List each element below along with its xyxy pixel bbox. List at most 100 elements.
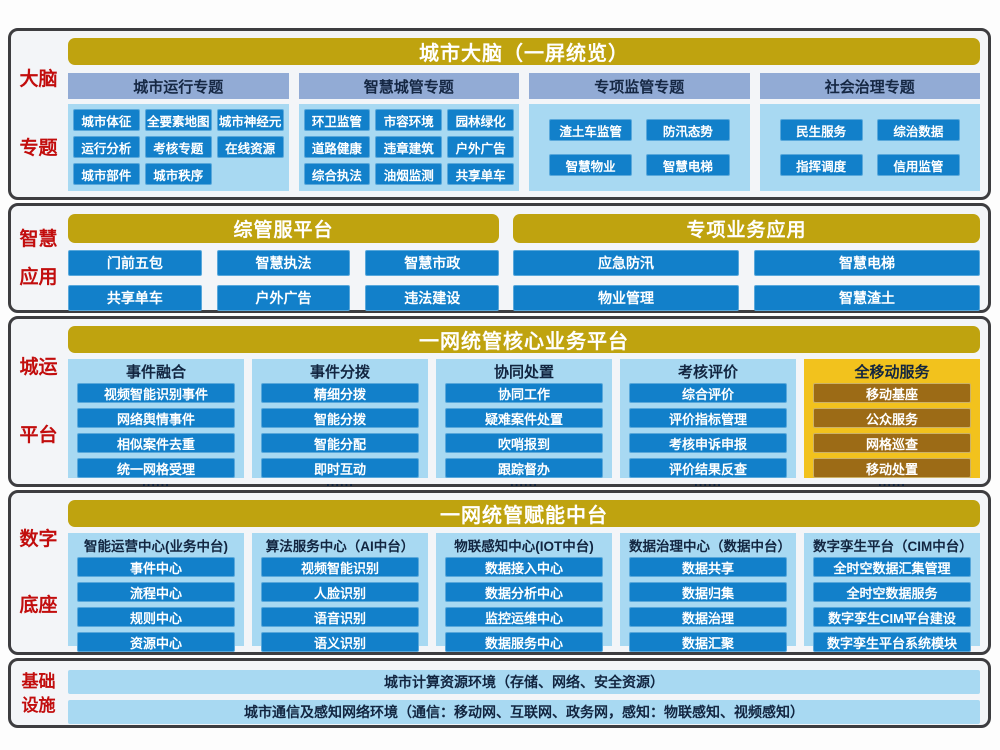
- module-chip: 评价结果反查: [629, 458, 787, 478]
- pcol-header: 物联感知中心(IOT中台): [454, 539, 594, 554]
- ellipsis-dots: ......: [142, 474, 170, 489]
- module-chip: 智慧渣土: [754, 285, 980, 311]
- module-chip: 渣土车监管: [549, 119, 633, 141]
- infrastructure-bars: 城市计算资源环境（存储、网络、安全资源） 城市通信及感知网络环境（通信：移动网、…: [68, 670, 980, 724]
- application-groups: 综管服平台 门前五包 智慧执法 智慧市政 共享单车 户外广告 违法建设 专项业务应用 应急…: [68, 213, 980, 311]
- module-chip: 门前五包: [68, 250, 202, 276]
- module-chip: 跟踪督办: [445, 458, 603, 478]
- module-chip: 即时互动: [261, 458, 419, 478]
- side-label-city-ops: 城运 平台: [11, 319, 66, 484]
- side-label-line: 底座: [19, 594, 58, 616]
- pcol-header: 考核评价: [677, 364, 738, 381]
- module-chip: 防汛态势: [646, 119, 730, 141]
- module-chip: 协同工作: [445, 383, 603, 403]
- module-chip: 考核申诉申报: [629, 433, 787, 453]
- module-chip: 疑难案件处置: [445, 408, 603, 428]
- side-label-line: 平台: [19, 425, 58, 447]
- layer-enabling-middle-platform: 数字 底座 一网统管赋能中台 智能运营中心(业务中台) 事件中心 流程中心 规则中心…: [8, 490, 991, 655]
- layer-city-brain: 大脑 专题 城市大脑（一屏统览） 城市运行专题 城市体征 全要素地图 城市神经元 运行…: [8, 28, 991, 200]
- module-chip: 数据汇聚: [629, 632, 787, 652]
- module-chip: 流程中心: [77, 582, 235, 602]
- pcol-list: 数据共享 数据归集 数据治理 数据汇聚: [629, 557, 787, 652]
- pcol-collaborative-handling: 协同处置 协同工作 疑难案件处置 吹哨报到 跟踪督办 ......: [436, 359, 612, 488]
- module-chip: 数字孪生平台系统模块: [813, 632, 971, 652]
- pcol-header: 事件分拨: [309, 364, 370, 381]
- module-chip: 精细分拨: [261, 383, 419, 403]
- module-chip: 网格巡查: [813, 433, 971, 453]
- module-chip: 道路健康: [303, 136, 371, 158]
- module-chip: 智慧电梯: [646, 154, 730, 176]
- pcol-intelligent-operation-center: 智能运营中心(业务中台) 事件中心 流程中心 规则中心 资源中心: [68, 533, 244, 652]
- group-title: 专项业务应用: [513, 214, 980, 243]
- module-chip: 资源中心: [77, 632, 235, 652]
- module-chip: 数据归集: [629, 582, 787, 602]
- pcol-assessment-evaluation: 考核评价 综合评价 评价指标管理 考核申诉申报 评价结果反查 ......: [620, 359, 796, 488]
- layer-infrastructure: 基础 设施 城市计算资源环境（存储、网络、安全资源） 城市通信及感知网络环境（通…: [8, 658, 991, 728]
- side-label-brain: 大脑 专题: [11, 31, 66, 197]
- theme-column-body: 渣土车监管 防汛态势 智慧物业 智慧电梯: [529, 104, 750, 191]
- module-chip: 智慧执法: [216, 250, 351, 276]
- side-label-line: 应用: [19, 266, 58, 288]
- module-chip: 民生服务: [779, 119, 863, 141]
- theme-column-header: 社会治理专题: [759, 73, 980, 99]
- pcol-list: 数据接入中心 数据分析中心 监控运维中心 数据服务中心: [445, 557, 603, 652]
- module-chip: 智能分拨: [261, 408, 419, 428]
- module-chip: 全时空数据服务: [813, 582, 971, 602]
- theme-column-body: 环卫监管 市容环境 园林绿化 道路健康 违章建筑 户外广告 综合执法 油烟监测 共享单车: [298, 104, 519, 191]
- module-chip: 相似案件去重: [77, 433, 235, 453]
- module-chip: 共享单车: [447, 163, 514, 185]
- module-chip: 市容环境: [375, 109, 443, 131]
- theme-column-smart-city-mgmt: 智慧城管专题 环卫监管 市容环境 园林绿化 道路健康 违章建筑 户外广告 综合执法 油烟监测共…: [298, 73, 519, 191]
- layer-smart-applications: 智慧 应用 综管服平台 门前五包 智慧执法 智慧市政 共享单车 户外广告 违法建设 专项业…: [8, 203, 991, 313]
- module-chip: 城市神经元: [216, 109, 284, 131]
- side-label-infrastructure: 基础 设施: [11, 661, 66, 725]
- pcol-list: 移动基座 公众服务 网格巡查 移动处置: [813, 383, 971, 478]
- computing-resource-bar: 城市计算资源环境（存储、网络、安全资源）: [68, 670, 980, 694]
- layer-title-core-platform: 一网统管核心业务平台: [68, 326, 980, 353]
- theme-column-header: 专项监管专题: [529, 73, 750, 99]
- module-chip: 共享单车: [68, 285, 202, 311]
- side-label-line: 城运: [19, 356, 58, 378]
- side-label-line: 基础: [21, 671, 56, 691]
- side-label-line: 设施: [21, 695, 56, 715]
- module-chip: 违章建筑: [375, 136, 443, 158]
- module-chip: 移动处置: [813, 458, 971, 478]
- module-chip: 应急防汛: [513, 250, 740, 276]
- platform-columns: 智能运营中心(业务中台) 事件中心 流程中心 规则中心 资源中心 算法服务中心（AI中…: [68, 533, 980, 652]
- module-chip: 城市体征: [73, 109, 140, 131]
- module-chip: 综治数据: [876, 119, 960, 141]
- module-chip: 视频智能识别: [261, 557, 419, 577]
- module-chip: 信用监管: [876, 154, 960, 176]
- pcol-full-mobile-services: 全移动服务 移动基座 公众服务 网格巡查 移动处置 ......: [804, 359, 980, 488]
- pcol-list: 全时空数据汇集管理 全时空数据服务 数字孪生CIM平台建设 数字孪生平台系统模块: [813, 557, 971, 652]
- theme-column-header: 城市运行专题: [68, 73, 289, 99]
- module-chip: 智慧物业: [549, 154, 633, 176]
- module-chip: 城市部件: [73, 163, 140, 185]
- layer-content: 城市大脑（一屏统览） 城市运行专题 城市体征 全要素地图 城市神经元 运行分析 考核专题…: [66, 31, 988, 197]
- pcol-digital-twin-platform: 数字孪生平台（CIM中台） 全时空数据汇集管理 全时空数据服务 数字孪生CIM平台建…: [804, 533, 980, 652]
- module-chip: 监控运维中心: [445, 607, 603, 627]
- module-chip: 全时空数据汇集管理: [813, 557, 971, 577]
- pcol-list: 综合评价 评价指标管理 考核申诉申报 评价结果反查: [629, 383, 787, 478]
- ellipsis-dots: ......: [694, 474, 722, 489]
- module-chip: 违法建设: [365, 285, 500, 311]
- theme-column-header: 智慧城管专题: [298, 73, 519, 99]
- pcol-header: 数字孪生平台（CIM中台）: [813, 539, 971, 554]
- side-label-digital-base: 数字 底座: [11, 493, 66, 652]
- group-grid: 应急防汛 智慧电梯 物业管理 智慧渣土: [513, 250, 980, 311]
- layer-content: 综管服平台 门前五包 智慧执法 智慧市政 共享单车 户外广告 违法建设 专项业务应用 应急…: [66, 206, 988, 311]
- theme-column-body: 城市体征 全要素地图 城市神经元 运行分析 考核专题 在线资源 城市部件 城市秩序: [68, 104, 289, 191]
- module-chip: 公众服务: [813, 408, 971, 428]
- layer-title-city-brain: 城市大脑（一屏统览）: [68, 38, 980, 65]
- module-chip: 综合执法: [303, 163, 371, 185]
- module-chip: 物业管理: [513, 285, 740, 311]
- theme-column-social-governance: 社会治理专题 民生服务 综治数据 指挥调度 信用监管: [759, 73, 980, 191]
- network-environment-bar: 城市通信及感知网络环境（通信：移动网、互联网、政务网，感知：物联感知、视频感知）: [68, 700, 980, 724]
- module-chip: 户外广告: [216, 285, 351, 311]
- layer-title-middle-platform: 一网统管赋能中台: [68, 500, 980, 527]
- pcol-event-dispatch: 事件分拨 精细分拨 智能分拨 智能分配 即时互动 ......: [252, 359, 428, 488]
- pcol-list: 协同工作 疑难案件处置 吹哨报到 跟踪督办: [445, 383, 603, 478]
- theme-columns: 城市运行专题 城市体征 全要素地图 城市神经元 运行分析 考核专题 在线资源 城市部件 城市秩…: [68, 73, 980, 191]
- module-chip: 网络舆情事件: [77, 408, 235, 428]
- module-chip: 在线资源: [216, 136, 284, 158]
